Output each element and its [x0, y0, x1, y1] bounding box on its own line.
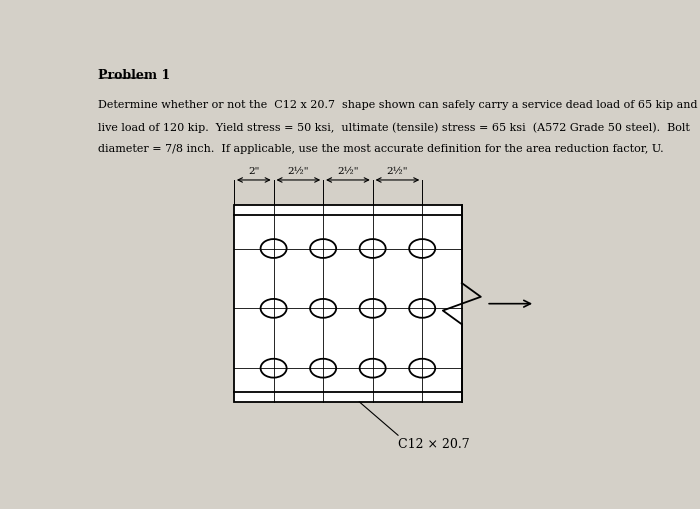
Text: 2": 2"	[248, 166, 260, 176]
Text: live load of 120 kip.  Yield stress = 50 ksi,  ultimate (tensile) stress = 65 ks: live load of 120 kip. Yield stress = 50 …	[98, 122, 690, 132]
Text: C12 × 20.7: C12 × 20.7	[398, 437, 470, 450]
Text: Problem 1: Problem 1	[98, 69, 171, 82]
Text: diameter = 7/8 inch.  If applicable, use the most accurate definition for the ar: diameter = 7/8 inch. If applicable, use …	[98, 144, 664, 153]
Text: 2½": 2½"	[288, 166, 309, 176]
Text: Determine whether or not the  C12 x 20.7  shape shown can safely carry a service: Determine whether or not the C12 x 20.7 …	[98, 100, 700, 110]
Text: 2½": 2½"	[386, 166, 408, 176]
Text: 2½": 2½"	[337, 166, 358, 176]
Bar	[234, 206, 462, 402]
